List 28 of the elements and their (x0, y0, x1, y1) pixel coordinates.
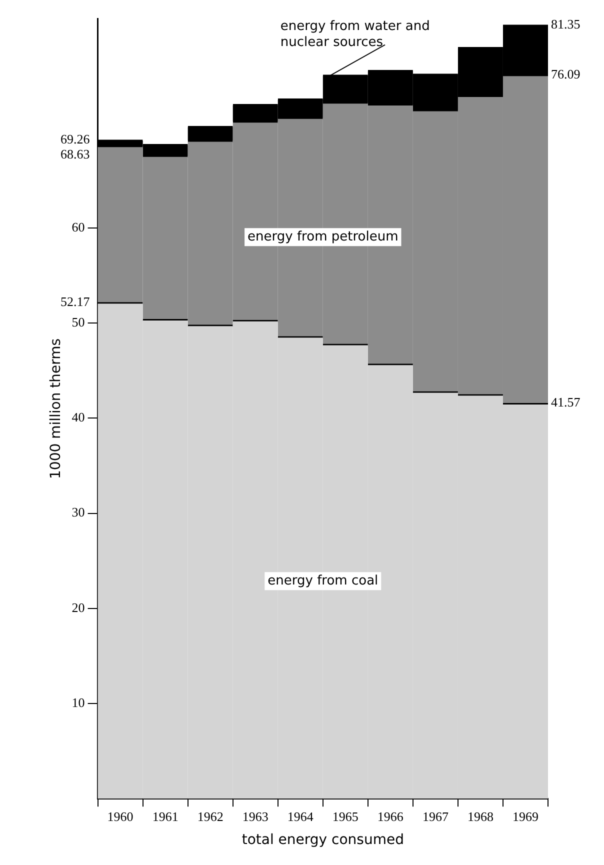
x-tick-label: 1968 (467, 808, 494, 824)
annotation: 76.09 (551, 66, 580, 82)
bar (188, 127, 233, 141)
x-tick-label: 1969 (512, 808, 538, 824)
annotation: 52.17 (60, 294, 90, 309)
x-tick-label: 1967 (422, 808, 449, 824)
annotation: 41.57 (551, 394, 581, 410)
x-axis-title: total energy consumed (242, 832, 404, 848)
y-tick-label: 30 (72, 504, 85, 520)
annotation: 81.35 (551, 16, 580, 32)
y-tick-label: 60 (72, 219, 85, 234)
series-label: energy from petroleum (248, 229, 398, 244)
y-tick-label: 50 (72, 314, 85, 330)
series-label: energy from water and nuclear sources (280, 19, 430, 50)
x-tick-label: 1965 (332, 808, 358, 824)
x-tick-label: 1962 (197, 808, 224, 824)
x-tick-label: 1960 (107, 808, 134, 824)
x-tick-label: 1963 (242, 808, 268, 824)
y-tick-label: 10 (72, 694, 85, 710)
x-tick-label: 1966 (377, 808, 404, 824)
series-label: energy from coal (268, 574, 378, 589)
annotation: 69.26 (60, 131, 90, 146)
x-tick-label: 1964 (287, 808, 314, 824)
annotation: 68.63 (60, 146, 90, 162)
y-tick-label: 20 (72, 600, 85, 615)
y-axis-title: 1000 million therms (48, 338, 64, 479)
y-tick-label: 40 (72, 410, 85, 425)
x-tick-label: 1961 (152, 808, 178, 824)
